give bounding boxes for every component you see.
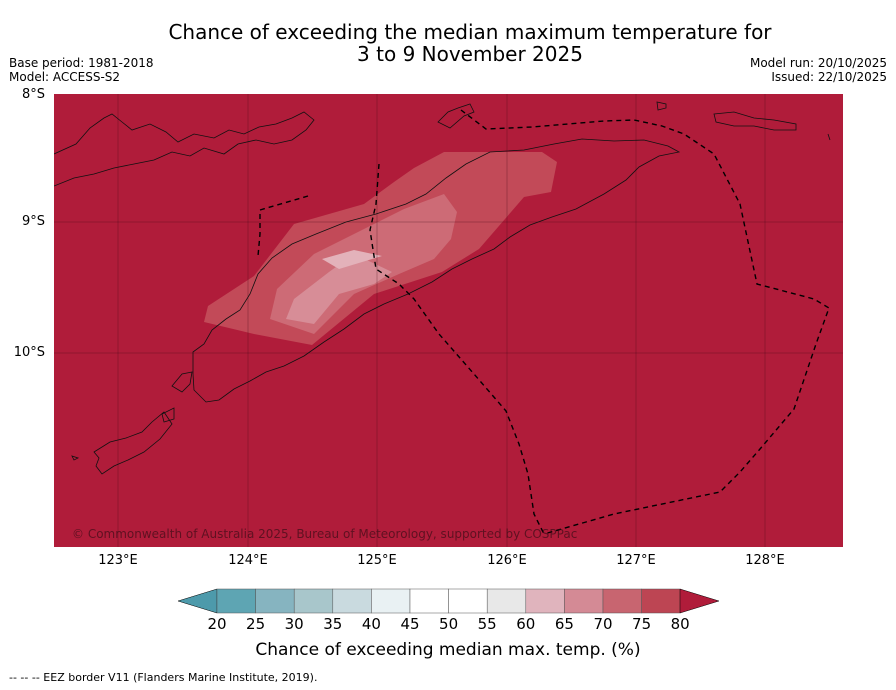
flores-alor-coast [54, 111, 315, 187]
base-period-text: Base period: 1981-2018 [9, 56, 154, 70]
lon-label-123e: 123°E [98, 553, 138, 568]
colorbar-segments [216, 588, 681, 614]
model-run-text: Model run: 20/10/2025 [749, 56, 887, 70]
eez-border-central [369, 163, 545, 535]
eez-border-west [257, 195, 309, 257]
lon-label-126e: 126°E [487, 553, 527, 568]
colorbar-tick-label: 30 [284, 615, 304, 633]
probability-map: © Commonwealth of Australia 2025, Bureau… [54, 94, 843, 547]
colorbar-tick-label: 75 [632, 615, 652, 633]
map-title-line2: 3 to 9 November 2025 [357, 42, 583, 66]
issued-text: Issued: 22/10/2025 [771, 70, 887, 84]
eez-border-east [460, 109, 830, 535]
timor-island-coast [192, 138, 681, 403]
colorbar-segment [255, 588, 295, 614]
lon-label-124e: 124°E [228, 553, 268, 568]
sumba-savu-coast [71, 371, 193, 475]
colorbar-tick-label: 45 [400, 615, 420, 633]
eez-border [257, 109, 830, 535]
colorbar-over-arrow [679, 588, 720, 614]
colorbar-segment [602, 588, 642, 614]
graticule [54, 94, 843, 547]
band-60-65 [286, 254, 392, 324]
colorbar-segment [525, 588, 565, 614]
colorbar-tick-label: 20 [207, 615, 227, 633]
colorbar-tick-label: 35 [323, 615, 343, 633]
colorbar [178, 588, 720, 614]
map-title-line1: Chance of exceeding the median maximum t… [168, 20, 772, 44]
lon-label-127e: 127°E [616, 553, 656, 568]
colorbar-segment [641, 588, 681, 614]
colorbar-segment [371, 588, 411, 614]
lon-label-125e: 125°E [357, 553, 397, 568]
colorbar-tick-label: 80 [670, 615, 690, 633]
colorbar-tick-label: 65 [554, 615, 574, 633]
colorbar-segment [216, 588, 256, 614]
colorbar-label: Chance of exceeding median max. temp. (%… [255, 640, 641, 660]
coastlines [54, 101, 831, 475]
lat-label-8s: 8°S [21, 87, 45, 102]
wetar-coast [437, 103, 475, 129]
colorbar-under-arrow [178, 588, 218, 614]
colorbar-tick-label: 55 [477, 615, 497, 633]
colorbar-segment [409, 588, 449, 614]
colorbar-tick-label: 70 [593, 615, 613, 633]
north-islands-coast [656, 101, 831, 141]
colorbar-segment [332, 588, 372, 614]
colorbar-segment [486, 588, 527, 614]
colorbar-segment [564, 588, 604, 614]
colorbar-tick-label: 50 [439, 615, 459, 633]
colorbar-tick-label: 60 [516, 615, 536, 633]
eez-border-legend: -- -- -- EEZ border V11 (Flanders Marine… [9, 671, 318, 684]
band-55-60 [322, 250, 382, 269]
lat-label-10s: 10°S [13, 345, 45, 360]
lon-label-128e: 128°E [745, 553, 785, 568]
colorbar-segment [293, 588, 334, 614]
model-text: Model: ACCESS-S2 [9, 70, 121, 84]
lat-label-9s: 9°S [21, 214, 45, 229]
copyright-text: © Commonwealth of Australia 2025, Bureau… [72, 527, 577, 541]
colorbar-tick-label: 40 [361, 615, 381, 633]
colorbar-segment [448, 588, 488, 614]
colorbar-tick-label: 25 [246, 615, 266, 633]
